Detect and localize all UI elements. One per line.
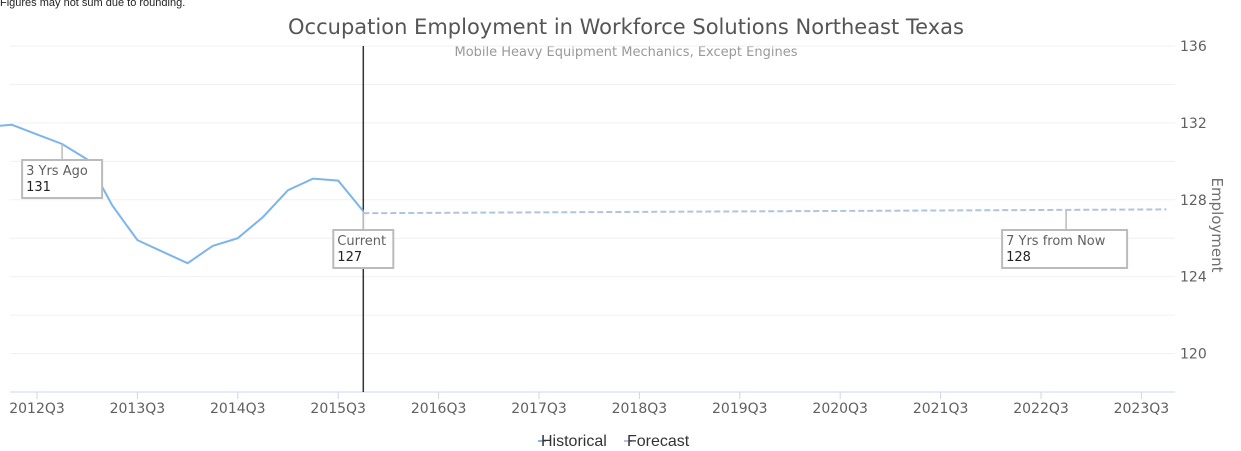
- x-tick-label: 2022Q3: [1013, 401, 1069, 417]
- y-tick-label: 132: [1180, 116, 1207, 132]
- x-tick-label: 2015Q3: [310, 401, 366, 417]
- x-tick-label: 2017Q3: [511, 401, 567, 417]
- x-tick-label: 2023Q3: [1114, 401, 1170, 417]
- rounding-note: Figures may not sum due to rounding.: [0, 0, 186, 9]
- annotation-label: 3 Yrs Ago: [26, 164, 88, 179]
- legend-label: Forecast: [627, 433, 690, 450]
- x-tick-label: 2012Q3: [9, 401, 65, 417]
- y-tick-label: 136: [1180, 39, 1207, 55]
- series-forecast: [363, 208, 1167, 215]
- gridlines: [10, 45, 1175, 355]
- x-axis-ticks: 2012Q3 2013Q3 2014Q3 2015Q3 2016Q3 2017Q3 2018…: [9, 392, 1169, 417]
- legend-item-forecast[interactable]: Forecast: [624, 433, 690, 450]
- annotation-value: 131: [26, 180, 51, 195]
- chart-title: Occupation Employment in Workforce Solut…: [288, 15, 964, 39]
- annotation-value: 128: [1006, 250, 1031, 265]
- chart-subtitle: Mobile Heavy Equipment Mechanics, Except…: [455, 45, 798, 60]
- legend[interactable]: Historical Forecast: [538, 433, 690, 450]
- annotation-label: Current: [337, 234, 386, 249]
- annotation-label: 7 Yrs from Now: [1006, 234, 1106, 249]
- annotation-value: 127: [337, 250, 362, 265]
- annotation-box: [21, 159, 104, 199]
- annotation-box: [332, 229, 395, 269]
- legend-item-historical[interactable]: Historical: [538, 433, 607, 450]
- y-tick-label: 120: [1180, 347, 1207, 363]
- y-tick-label: 128: [1180, 193, 1207, 209]
- series-lines: [0, 123, 1167, 265]
- series-historical: [0, 123, 365, 265]
- x-tick-label: 2021Q3: [913, 401, 969, 417]
- x-tick-label: 2014Q3: [210, 401, 266, 417]
- annotation-box: [1001, 229, 1129, 269]
- x-tick-label: 2018Q3: [612, 401, 668, 417]
- x-tick-label: 2013Q3: [110, 401, 166, 417]
- x-tick-label: 2019Q3: [712, 401, 768, 417]
- x-tick-label: 2016Q3: [411, 401, 467, 417]
- y-axis-label: Employment: [1208, 177, 1226, 272]
- y-tick-label: 124: [1180, 270, 1207, 286]
- x-tick-label: 2020Q3: [812, 401, 868, 417]
- y-axis-ticks: 120 124 128 132 136: [1180, 39, 1207, 363]
- legend-label: Historical: [541, 433, 607, 450]
